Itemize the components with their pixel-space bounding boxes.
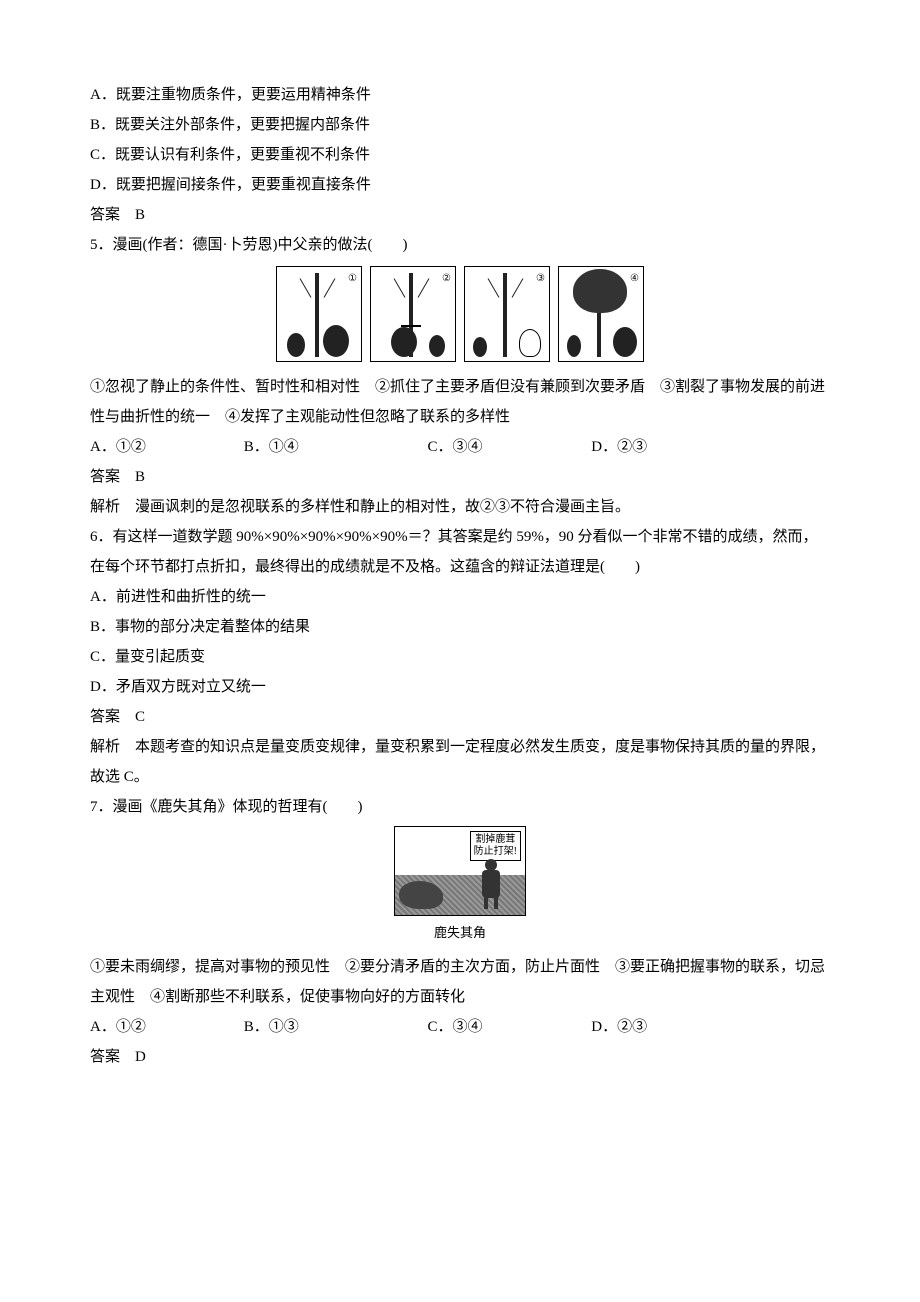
answer-label: 答案 [90, 702, 120, 732]
speech-bubble: 割掉鹿茸 防止打架! [470, 831, 521, 861]
q4-option-c: C．既要认识有利条件，更要重视不利条件 [90, 140, 830, 170]
comic-panel-3: ③ [464, 266, 550, 362]
q6-explain: 本题考查的知识点是量变质变规律，量变积累到一定程度必然发生质变，度是事物保持其质… [90, 739, 825, 785]
answer-label: 答案 [90, 200, 120, 230]
answer-label: 答案 [90, 462, 120, 492]
q5-explain: 漫画讽刺的是忽视联系的多样性和静止的相对性，故②③不符合漫画主旨。 [135, 499, 630, 515]
q4-option-d: D．既要把握间接条件，更要重视直接条件 [90, 170, 830, 200]
panel-number: ④ [630, 269, 639, 289]
q7-statements: ①要未雨绸缪，提高对事物的预见性 ②要分清矛盾的主次方面，防止片面性 ③要正确把… [90, 952, 830, 1012]
q4-option-a: A．既要注重物质条件，更要运用精神条件 [90, 80, 830, 110]
q7-option-b: B．①③ [244, 1012, 424, 1042]
q4-answer: B [135, 207, 145, 223]
q5-option-d: D．②③ [591, 432, 711, 462]
q7-option-c: C．③④ [428, 1012, 588, 1042]
q5-option-c: C．③④ [428, 432, 588, 462]
speech-line2: 防止打架! [474, 846, 517, 857]
answer-label: 答案 [90, 1042, 120, 1072]
q7-option-d: D．②③ [591, 1012, 711, 1042]
q6-option-b: B．事物的部分决定着整体的结果 [90, 612, 830, 642]
q4-option-b: B．既要关注外部条件，更要把握内部条件 [90, 110, 830, 140]
q5-answer: B [135, 469, 145, 485]
q6-option-a: A．前进性和曲折性的统一 [90, 582, 830, 612]
q6-option-d: D．矛盾双方既对立又统一 [90, 672, 830, 702]
figure-caption: 鹿失其角 [434, 920, 486, 946]
q7-option-a: A．①② [90, 1012, 240, 1042]
explain-label: 解析 [90, 732, 120, 762]
q5-option-a: A．①② [90, 432, 240, 462]
q5-stem: 5．漫画(作者：德国·卜劳恩)中父亲的做法( ) [90, 230, 830, 260]
comic-panel-4: ④ [558, 266, 644, 362]
deer-cartoon: 割掉鹿茸 防止打架! [394, 826, 526, 916]
speech-line1: 割掉鹿茸 [475, 834, 515, 845]
q5-statements: ①忽视了静止的条件性、暂时性和相对性 ②抓住了主要矛盾但没有兼顾到次要矛盾 ③割… [90, 372, 830, 432]
explain-label: 解析 [90, 492, 120, 522]
man-icon [479, 859, 503, 909]
q7-stem: 7．漫画《鹿失其角》体现的哲理有( ) [90, 792, 830, 822]
q7-figure: 割掉鹿茸 防止打架! 鹿失其角 [90, 826, 830, 946]
panel-number: ① [348, 269, 357, 289]
q6-answer: C [135, 709, 145, 725]
q6-option-c: C．量变引起质变 [90, 642, 830, 672]
comic-panel-2: ② [370, 266, 456, 362]
q5-comic-strip: ① ② ③ ④ [90, 266, 830, 362]
comic-panel-1: ① [276, 266, 362, 362]
panel-number: ② [442, 269, 451, 289]
q6-stem: 6．有这样一道数学题 90%×90%×90%×90%×90%＝？其答案是约 59… [90, 522, 830, 582]
q5-option-b: B．①④ [244, 432, 424, 462]
q7-answer: D [135, 1049, 146, 1065]
panel-number: ③ [536, 269, 545, 289]
